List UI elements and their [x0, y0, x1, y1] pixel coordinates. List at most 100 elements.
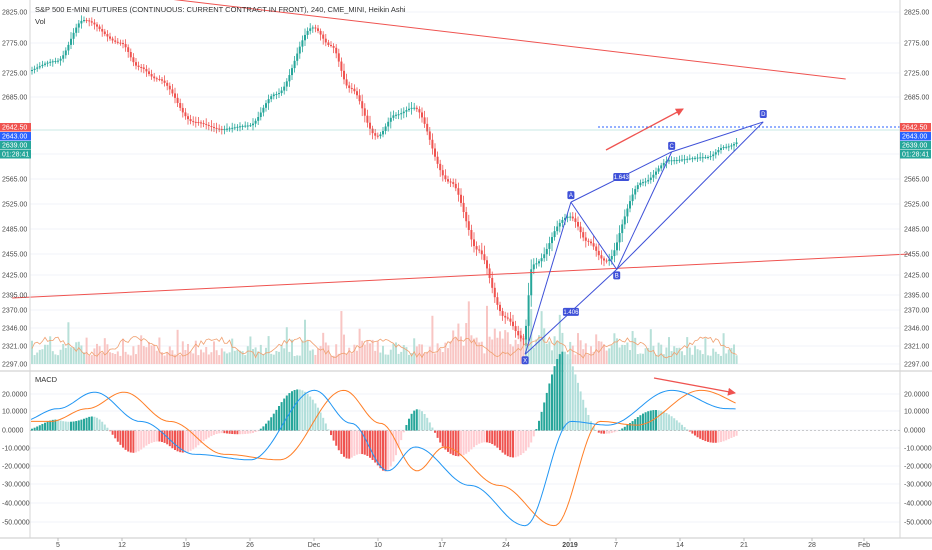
candle-body — [249, 125, 252, 127]
macd-hist-bar — [683, 427, 686, 431]
volume-bar — [291, 339, 293, 364]
volume-bar — [124, 351, 127, 364]
macd-hist-bar — [207, 430, 210, 438]
ratio-badge — [613, 172, 630, 181]
volume-bar — [696, 349, 699, 364]
candle-body — [553, 231, 556, 238]
candle-body — [197, 122, 200, 124]
volume-bar — [114, 353, 117, 364]
macd-hist-bar — [569, 359, 572, 431]
volume-bar — [327, 345, 330, 364]
time-tick: Feb — [858, 542, 870, 549]
volume-bar — [514, 339, 517, 364]
up-arrow-annotation[interactable] — [605, 108, 684, 151]
candle-body — [434, 148, 436, 157]
volume-bar — [730, 347, 733, 364]
harmonic-pattern[interactable]: X A B C D 1.406 1.643 — [521, 109, 767, 365]
price-tag: 2639.00 — [902, 143, 927, 150]
candle-body — [200, 122, 202, 124]
macd-hist-bar — [218, 430, 221, 434]
volume-bar — [314, 354, 317, 364]
volume-bar — [525, 333, 527, 364]
candle-body — [267, 99, 270, 104]
volume-bar — [369, 343, 371, 364]
volume-bar — [306, 341, 309, 364]
volume-bar — [33, 355, 36, 364]
volume-bar — [704, 338, 707, 364]
volume-bar — [41, 349, 44, 364]
volume-bar — [129, 355, 132, 364]
price-tag-bg — [0, 150, 31, 159]
macd-hist-bar — [275, 409, 278, 431]
candle-body — [233, 127, 236, 129]
macd-hist-bar — [127, 430, 130, 452]
candle-body — [291, 68, 293, 76]
macd-hist-bar — [220, 430, 223, 434]
macd-hist-bar — [626, 424, 629, 431]
macd-hist-bar — [530, 430, 533, 443]
candle-body — [350, 87, 353, 89]
macd-hist-bar — [501, 430, 504, 453]
price-tick-left: 2370.00 — [2, 308, 27, 315]
volume-bar — [714, 351, 717, 364]
volume-bar — [439, 348, 442, 364]
price-tick-left: 2395.00 — [2, 293, 27, 300]
macd-hist-bar — [363, 430, 366, 455]
macd-hist-bar — [239, 430, 241, 435]
volume-bar — [210, 352, 213, 364]
candle-body — [142, 67, 145, 70]
macd-tick-right: -50.0000 — [904, 520, 932, 527]
candle-body — [733, 144, 735, 146]
candle-body — [571, 216, 574, 219]
candle-body — [668, 160, 670, 162]
trendlines[interactable] — [12, 0, 910, 299]
macd-hist-bar — [223, 430, 226, 434]
macd-hist-bar — [522, 430, 525, 454]
candle-body — [525, 325, 527, 340]
price-tag: 2642.50 — [2, 125, 27, 132]
macd-hist-bar — [335, 430, 338, 446]
volume-bar — [340, 311, 343, 364]
pattern-point-badge — [613, 271, 621, 280]
macd-hist-bar — [197, 430, 200, 446]
macd-hist-bar — [288, 393, 291, 431]
candle-body — [514, 326, 517, 332]
macd-hist-bar — [382, 430, 384, 471]
macd-hist-bar — [405, 425, 408, 431]
candle-body — [400, 113, 403, 115]
macd-hist-bar — [356, 430, 358, 455]
price-tag-bg — [900, 132, 931, 141]
macd-hist-bar — [265, 423, 267, 431]
candle-body — [462, 202, 465, 213]
candle-body — [454, 183, 457, 189]
candle-body — [384, 126, 387, 131]
candle-body — [558, 222, 561, 227]
macd-hist-bar — [462, 430, 465, 456]
macd-hist-bar — [57, 419, 59, 431]
grid-lines — [30, 11, 900, 523]
macd-hist-bar — [457, 430, 460, 457]
volume-bar — [618, 347, 621, 364]
macd-hist-bar — [426, 417, 429, 431]
trendline[interactable] — [122, 0, 846, 80]
volume-bar — [644, 348, 647, 364]
candle-body — [189, 119, 192, 122]
macd-hist-bar — [49, 420, 52, 431]
volume-bar — [228, 352, 231, 364]
candle-body — [392, 115, 395, 118]
price-tag: 2639.00 — [2, 143, 27, 150]
trendline[interactable] — [12, 253, 910, 299]
macd-hist-bar — [348, 430, 351, 459]
candle-body — [735, 142, 738, 145]
down-arrow-annotation[interactable] — [653, 377, 736, 396]
ratio-badge — [562, 307, 579, 316]
volume-bar — [176, 329, 179, 364]
volume-bar — [202, 352, 205, 364]
candle-body — [88, 20, 91, 22]
volume-bar — [694, 345, 696, 364]
macd-hist-bar — [358, 430, 361, 455]
macd-hist-bar — [324, 423, 327, 431]
volume-bar — [90, 354, 93, 364]
volume-bar — [535, 339, 538, 364]
